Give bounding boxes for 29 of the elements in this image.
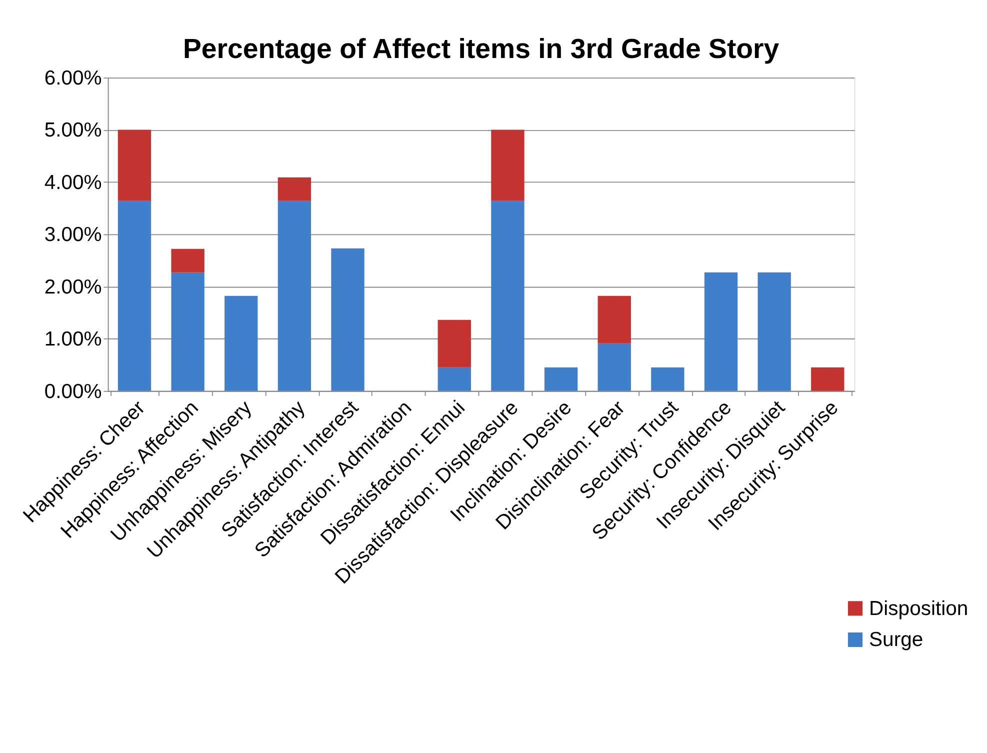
bar: [118, 130, 152, 201]
chart-title: Percentage of Affect items in 3rd Grade Story: [182, 33, 780, 64]
bar: [331, 248, 364, 391]
legend-label: Surge: [869, 629, 924, 652]
bar: [171, 248, 204, 272]
y-tick-label: 0.00%: [44, 380, 102, 403]
bar: [651, 367, 684, 391]
bar: [171, 272, 204, 391]
bar: [758, 272, 791, 391]
bar: [704, 272, 738, 391]
bar: [278, 177, 312, 201]
bar: [278, 200, 312, 391]
legend-label: Disposition: [869, 598, 968, 620]
bar: [544, 367, 578, 391]
bar: [438, 367, 471, 391]
y-tick-label: 6.00%: [44, 68, 102, 90]
y-tick-label: 4.00%: [44, 172, 102, 194]
bar: [598, 296, 631, 344]
bar: [118, 200, 152, 391]
bar: [491, 200, 524, 391]
bar: [224, 296, 258, 391]
bar: [491, 130, 524, 201]
y-tick-label: 5.00%: [44, 120, 102, 142]
y-tick-label: 2.00%: [44, 276, 102, 298]
y-tick-label: 1.00%: [44, 328, 102, 351]
bar: [438, 320, 471, 368]
bar: [811, 367, 844, 391]
bar: [598, 343, 631, 391]
y-tick-label: 3.00%: [44, 224, 102, 246]
